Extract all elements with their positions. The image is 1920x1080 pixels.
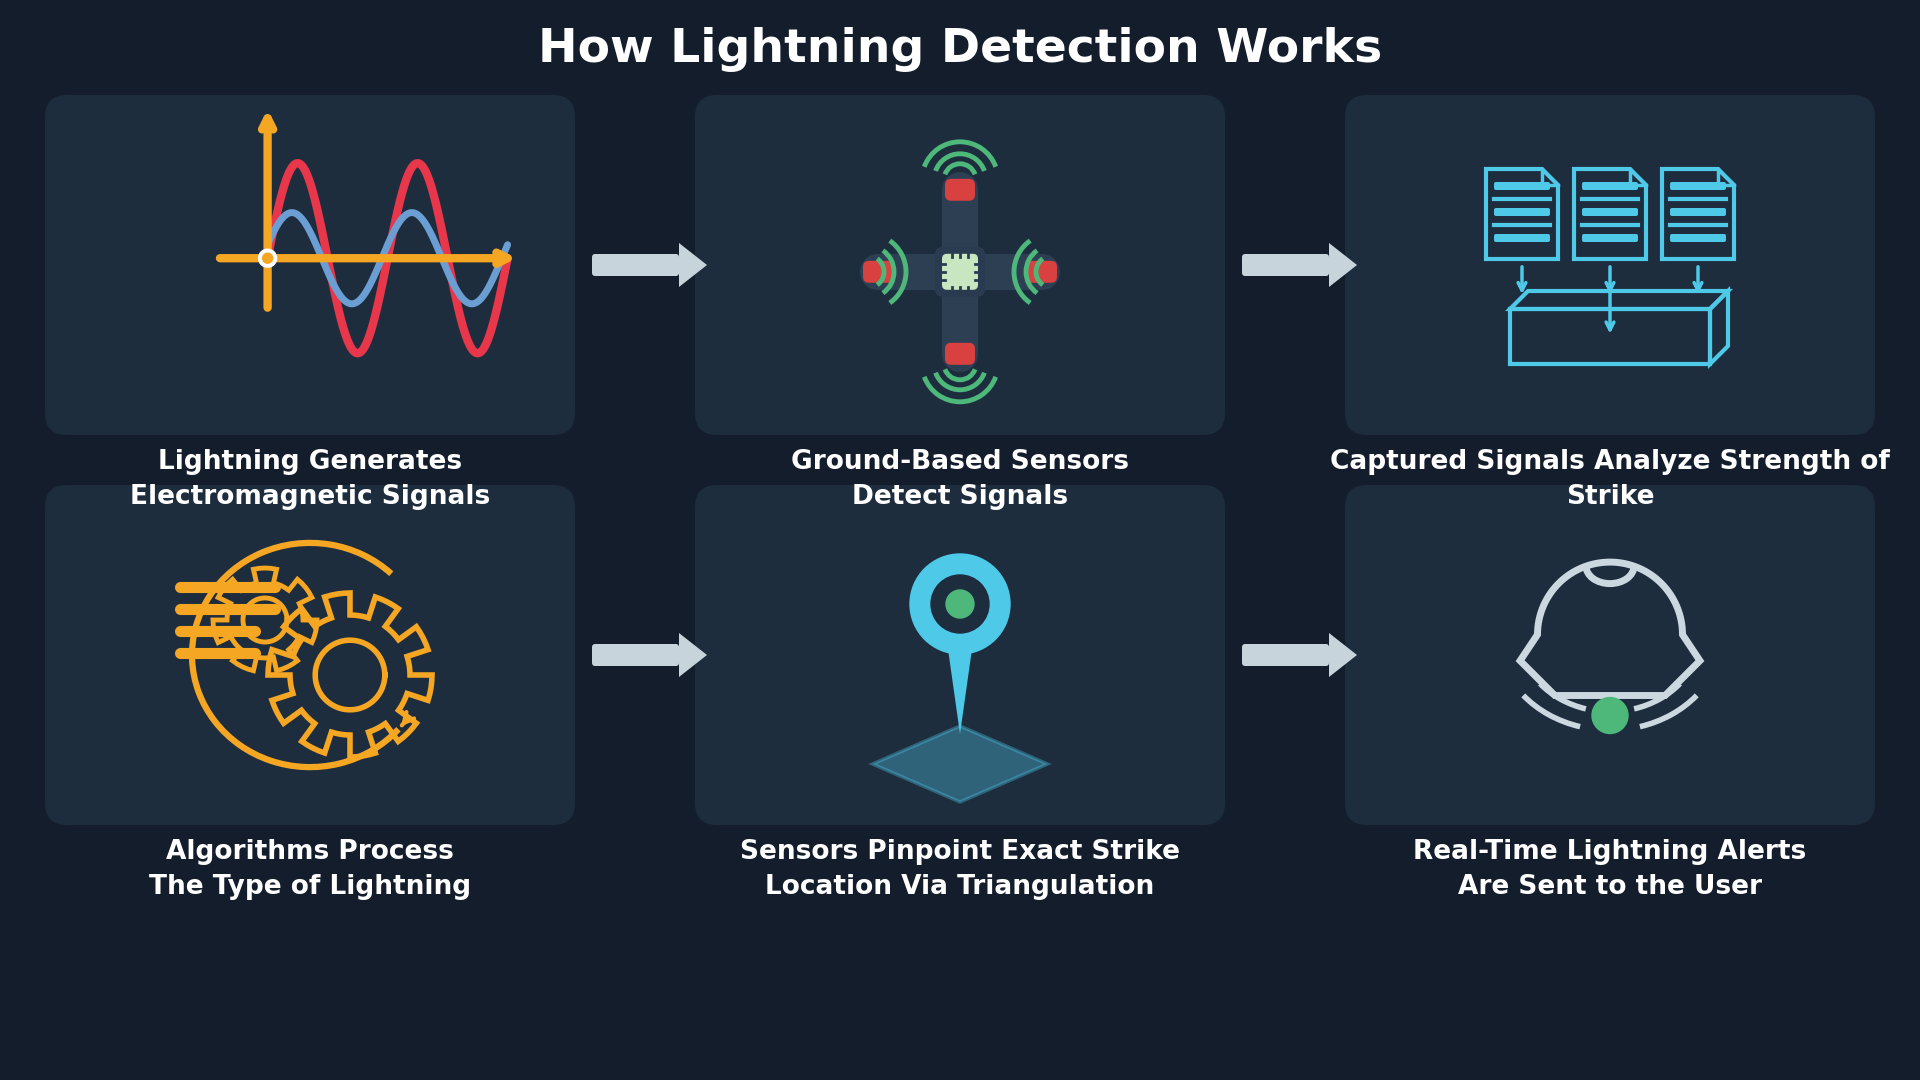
- FancyBboxPatch shape: [44, 95, 574, 435]
- Text: Ground-Based Sensors
Detect Signals: Ground-Based Sensors Detect Signals: [791, 449, 1129, 510]
- FancyBboxPatch shape: [1582, 208, 1638, 216]
- FancyBboxPatch shape: [1494, 234, 1549, 242]
- FancyBboxPatch shape: [1346, 485, 1876, 825]
- Circle shape: [910, 554, 1010, 654]
- FancyBboxPatch shape: [591, 254, 680, 276]
- FancyBboxPatch shape: [862, 260, 893, 283]
- FancyBboxPatch shape: [695, 95, 1225, 435]
- Polygon shape: [872, 726, 1048, 802]
- FancyBboxPatch shape: [935, 247, 985, 297]
- Circle shape: [947, 590, 973, 618]
- FancyBboxPatch shape: [1027, 260, 1058, 283]
- FancyBboxPatch shape: [44, 485, 574, 825]
- FancyBboxPatch shape: [591, 644, 680, 666]
- FancyBboxPatch shape: [1346, 95, 1876, 435]
- FancyBboxPatch shape: [945, 179, 975, 201]
- Text: Real-Time Lightning Alerts
Are Sent to the User: Real-Time Lightning Alerts Are Sent to t…: [1413, 839, 1807, 900]
- Text: Lightning Generates
Electromagnetic Signals: Lightning Generates Electromagnetic Sign…: [131, 449, 490, 510]
- FancyBboxPatch shape: [943, 254, 977, 289]
- Circle shape: [263, 253, 273, 264]
- Text: Algorithms Process
The Type of Lightning: Algorithms Process The Type of Lightning: [150, 839, 470, 900]
- FancyBboxPatch shape: [1670, 183, 1726, 190]
- FancyBboxPatch shape: [1582, 234, 1638, 242]
- FancyBboxPatch shape: [945, 342, 975, 365]
- Circle shape: [1592, 698, 1628, 733]
- Polygon shape: [1329, 633, 1357, 677]
- FancyBboxPatch shape: [1494, 208, 1549, 216]
- FancyBboxPatch shape: [1242, 644, 1329, 666]
- FancyBboxPatch shape: [695, 485, 1225, 825]
- Text: How Lightning Detection Works: How Lightning Detection Works: [538, 27, 1382, 72]
- Polygon shape: [948, 649, 972, 734]
- FancyBboxPatch shape: [1582, 183, 1638, 190]
- Text: Captured Signals Analyze Strength of
Strike: Captured Signals Analyze Strength of Str…: [1331, 449, 1889, 510]
- Circle shape: [931, 575, 989, 633]
- Polygon shape: [680, 243, 707, 287]
- FancyBboxPatch shape: [1670, 208, 1726, 216]
- Polygon shape: [1329, 243, 1357, 287]
- Circle shape: [259, 249, 276, 267]
- Polygon shape: [680, 633, 707, 677]
- FancyBboxPatch shape: [1670, 234, 1726, 242]
- FancyBboxPatch shape: [1494, 183, 1549, 190]
- Text: Sensors Pinpoint Exact Strike
Location Via Triangulation: Sensors Pinpoint Exact Strike Location V…: [739, 839, 1181, 900]
- FancyBboxPatch shape: [1242, 254, 1329, 276]
